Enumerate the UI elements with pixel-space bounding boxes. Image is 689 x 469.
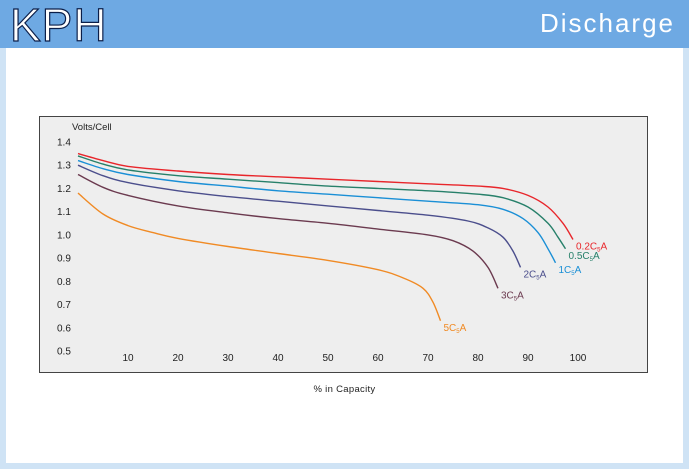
y-tick-label: 1.0 [57, 230, 71, 241]
y-tick-label: 1.3 [57, 161, 71, 172]
x-axis-label: % in Capacity [313, 384, 376, 395]
series-line-0-2c5a [77, 152, 574, 240]
y-tick-label: 0.8 [57, 277, 71, 288]
section-title: Discharge [539, 8, 675, 38]
y-tick-label: 0.7 [57, 300, 71, 311]
y-tick-label: 1.4 [57, 138, 71, 149]
y-tick-label: 1.1 [57, 207, 71, 218]
x-tick-label: 60 [372, 353, 384, 364]
brand-logo: KPH [9, 0, 108, 51]
x-tick-label: 40 [272, 353, 284, 364]
series-label: 3C5A [501, 290, 524, 302]
x-tick-label: 90 [522, 353, 534, 364]
y-axis-label: Volts/Cell [72, 122, 112, 133]
series-label: 5C5A [444, 323, 467, 335]
series-line-2c5a [77, 164, 522, 268]
header-bar: KPH Discharge [0, 0, 689, 51]
series-label: 2C5A [524, 269, 547, 281]
series-label: 0.5C5A [569, 251, 600, 263]
x-tick-label: 50 [322, 353, 334, 364]
series-line-5c5a [77, 192, 442, 322]
series-label: 1C5A [559, 265, 582, 277]
y-tick-label: 0.6 [57, 323, 71, 334]
x-tick-label: 100 [570, 353, 587, 364]
series-line-3c5a [77, 173, 499, 289]
x-tick-label: 10 [122, 353, 134, 364]
series-line-0-5c5a [77, 155, 567, 250]
y-tick-label: 1.2 [57, 184, 71, 195]
series-label: 0.2C5A [576, 242, 607, 254]
x-tick-label: 30 [222, 353, 234, 364]
chart-panel [39, 116, 648, 373]
x-tick-label: 70 [422, 353, 434, 364]
x-tick-label: 80 [472, 353, 484, 364]
series-line-1c5a [77, 159, 557, 264]
y-tick-label: 0.5 [57, 347, 71, 358]
y-tick-label: 0.9 [57, 254, 71, 265]
x-tick-label: 20 [172, 353, 184, 364]
